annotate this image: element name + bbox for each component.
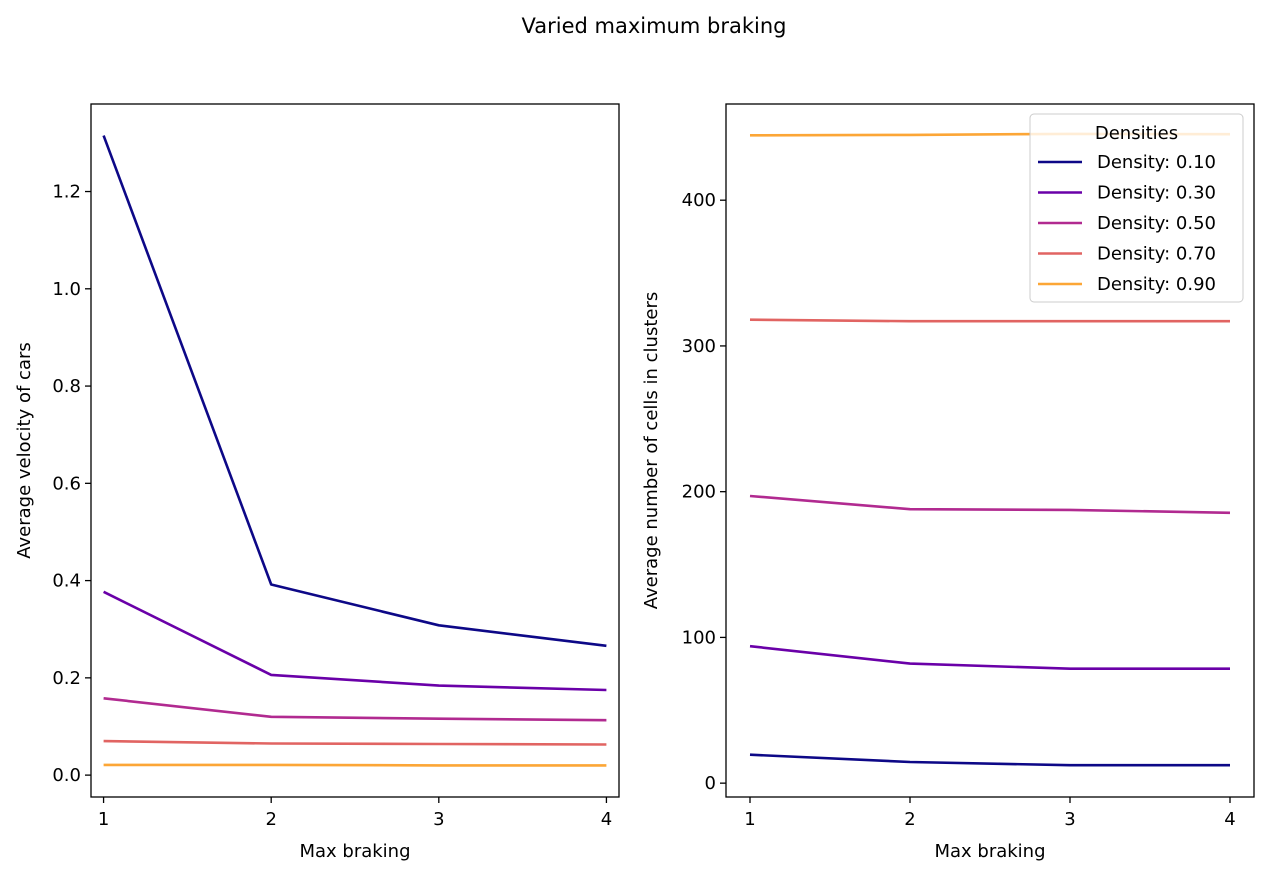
y-tick-label: 1.0 [52,279,81,300]
x-tick-label: 2 [904,809,915,830]
series-line-010 [102,135,607,648]
x-tick-label: 3 [1064,809,1075,830]
y-tick-label: 200 [682,482,716,503]
x-axis-label: Max braking [934,841,1045,862]
y-tick-label: 0.0 [52,765,81,786]
x-tick-label: 1 [98,809,109,830]
y-tick-label: 0.4 [52,571,81,592]
x-tick-label: 4 [601,809,612,830]
y-tick-label: 0.6 [52,473,81,494]
series-line-090 [103,763,607,767]
x-axis-label: Max braking [299,841,410,862]
legend-label: Density: 0.10 [1097,152,1216,173]
y-axis-label: Average velocity of cars [14,342,35,558]
series-line-030 [103,590,607,692]
legend-title: Densities [1095,123,1178,144]
y-tick-label: 100 [682,627,716,648]
x-tick-label: 2 [265,809,276,830]
legend-label: Density: 0.50 [1097,213,1216,234]
y-axis-label: Average number of cells in clusters [641,292,662,609]
y-tick-label: 0 [705,773,716,794]
series-line-070 [103,739,607,746]
y-tick-label: 0.8 [52,376,81,397]
y-tick-label: 1.2 [52,182,81,203]
axes-frame [725,103,1255,798]
suptitle: Varied maximum braking [522,14,787,38]
x-tick-label: 4 [1224,809,1235,830]
axes-frame [90,103,620,798]
series-line-010 [749,753,1230,767]
y-tick-label: 0.2 [52,668,81,689]
y-tick-label: 300 [682,336,716,357]
legend-label: Density: 0.30 [1097,183,1216,204]
x-tick-label: 3 [433,809,444,830]
y-tick-label: 400 [682,190,716,211]
legend-box [1029,113,1244,303]
x-tick-label: 1 [744,809,755,830]
velocity-chart: 1 2 3 4 0.0 0.2 0.4 0.6 0.8 1.0 1.2 Max braking Aver… [14,103,620,862]
series-line-050 [749,494,1231,515]
legend-label: Density: 0.90 [1097,274,1216,295]
series-line-050 [103,697,607,722]
legend-label: Density: 0.70 [1097,244,1216,265]
series-line-070 [749,318,1230,323]
clusters-chart: 1 2 3 4 0 100 200 300 400 Max braking Average numb… [641,103,1255,862]
series-line-030 [749,644,1230,671]
